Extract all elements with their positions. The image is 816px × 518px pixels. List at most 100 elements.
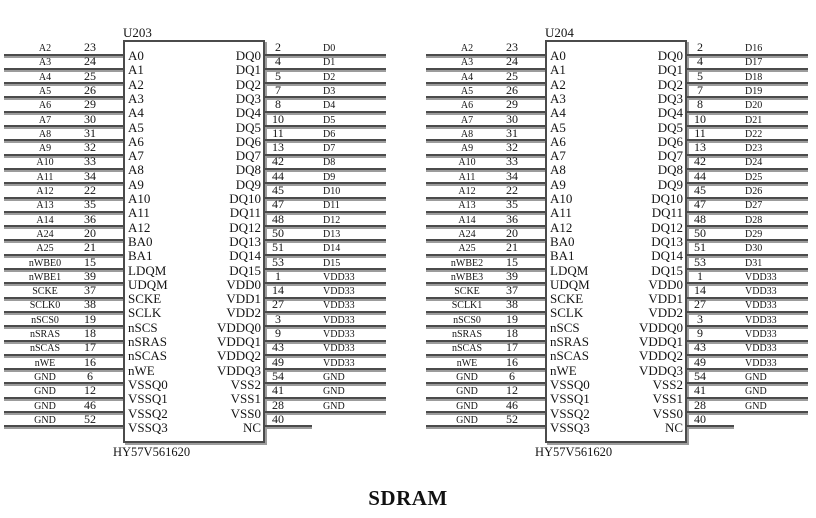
pin-name: BA0: [128, 233, 153, 249]
pin-name: SCLK: [128, 305, 162, 321]
pin-wire: [265, 239, 386, 242]
net-label: D11: [323, 200, 340, 212]
net-label: VDD33: [323, 357, 355, 369]
pin-number: 40: [694, 411, 706, 426]
pin-name: nSCAS: [550, 348, 590, 364]
pin-wire: [265, 82, 386, 85]
pin-name: A9: [550, 176, 566, 192]
pin-number: 30: [84, 111, 96, 126]
net-label: nWBE3: [450, 271, 484, 283]
pin-number: 20: [506, 225, 518, 240]
pin-wire: [426, 339, 545, 342]
net-label: A7: [38, 114, 52, 126]
pin-number: 44: [694, 168, 706, 183]
net-label: D13: [323, 228, 341, 240]
pin-number: 31: [84, 125, 96, 140]
pin-wire: [265, 96, 386, 99]
pin-wire: [426, 210, 545, 213]
pin-name: DQ12: [651, 219, 683, 235]
pin-wire: [4, 96, 123, 99]
pin-wire: [426, 268, 545, 270]
pin-name: nSRAS: [550, 334, 590, 349]
pin-wire: [265, 325, 386, 328]
pin-number: 50: [694, 225, 706, 240]
net-label: VDD33: [745, 314, 777, 326]
pin-wire: [4, 411, 123, 413]
pin-name: VSSQ0: [128, 376, 168, 392]
pin-wire: [265, 296, 386, 299]
net-label: D22: [745, 128, 763, 140]
pin-number: 16: [506, 354, 518, 369]
pin-wire: [687, 182, 808, 185]
pin-name: A3: [550, 90, 566, 106]
pin-number: 3: [697, 311, 703, 326]
pin-number: 33: [84, 154, 96, 169]
pin-number: 22: [84, 183, 96, 197]
pin-wire: [687, 67, 808, 70]
net-label: GND: [323, 386, 345, 398]
net-label: D12: [323, 214, 341, 226]
pin-number: 18: [506, 326, 518, 340]
pin-number: 29: [84, 97, 96, 112]
pin-number: 2: [697, 40, 703, 54]
pin-number: 11: [272, 125, 284, 140]
net-label: A11: [36, 171, 54, 183]
net-label: GND: [456, 386, 478, 398]
pin-number: 37: [84, 283, 96, 298]
net-label: nSCAS: [451, 343, 482, 355]
pin-number: 52: [506, 411, 518, 426]
pin-wire: [265, 110, 386, 113]
pin-number: 47: [272, 197, 284, 212]
pin-wire: [426, 411, 545, 413]
net-label: D23: [745, 143, 763, 155]
net-label: D25: [745, 171, 763, 183]
pin-wire: [687, 239, 808, 242]
net-label: D1: [323, 57, 336, 69]
net-label: D4: [323, 100, 336, 112]
pin-name: A9: [128, 176, 144, 192]
pin-wire: [4, 196, 123, 199]
net-label: D18: [745, 71, 763, 83]
net-label: SCLK1: [451, 300, 483, 312]
pin-wire: [426, 310, 545, 313]
pin-name: DQ10: [651, 191, 683, 206]
pin-number: 49: [272, 354, 284, 369]
pin-wire: [687, 296, 808, 299]
pin-number: 25: [84, 68, 96, 83]
net-label: SCKE: [32, 286, 58, 298]
pin-wire: [426, 110, 545, 113]
pin-wire: [687, 268, 808, 270]
chip-body: [545, 40, 687, 443]
net-label: A25: [458, 243, 476, 255]
net-label: D19: [745, 85, 763, 97]
pin-number: 25: [506, 68, 518, 83]
net-label: nSCS0: [31, 314, 59, 326]
pin-name: DQ12: [229, 219, 261, 235]
net-label: A2: [460, 43, 474, 54]
pin-number: 36: [506, 211, 518, 226]
pin-number: 34: [506, 168, 518, 183]
pin-wire: [426, 53, 545, 56]
pin-wire: [687, 282, 808, 285]
pin-wire: [265, 282, 386, 285]
pin-wire: [426, 196, 545, 199]
pin-number: 12: [506, 383, 518, 398]
pin-number: 38: [506, 297, 518, 312]
pin-number: 41: [694, 383, 706, 398]
pin-name: A12: [550, 219, 573, 235]
pin-name: DQ15: [651, 262, 683, 278]
pin-wire: [687, 325, 808, 328]
pin-wire: [687, 339, 808, 342]
pin-name: VSSQ3: [550, 419, 590, 435]
pin-wire: [4, 53, 123, 56]
pin-wire: [4, 67, 123, 70]
net-label: GND: [34, 371, 56, 383]
pin-name: DQ6: [657, 133, 683, 149]
pin-number: 26: [84, 82, 96, 97]
net-label: A4: [38, 71, 52, 83]
pin-number: 22: [506, 183, 518, 197]
pin-name: UDQM: [550, 276, 590, 292]
pin-number: 19: [84, 311, 96, 326]
pin-wire: [4, 125, 123, 127]
